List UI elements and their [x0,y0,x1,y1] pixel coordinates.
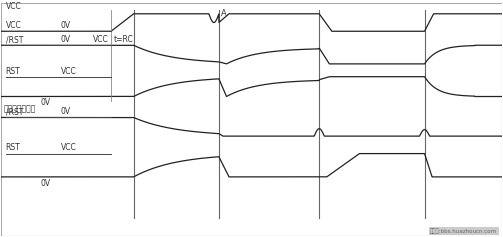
Text: RST: RST [6,143,21,152]
Text: t=RC: t=RC [114,35,133,44]
Text: RST: RST [6,67,21,76]
Text: 0V: 0V [61,35,71,44]
Text: VCC: VCC [6,2,22,11]
Text: 0V: 0V [41,98,51,107]
Text: VCC: VCC [93,35,109,44]
Text: VCC: VCC [61,143,76,152]
Text: 0V: 0V [41,179,51,188]
Text: 增加故电二极管: 增加故电二极管 [3,105,36,114]
Text: A: A [221,9,227,18]
Text: 0V: 0V [61,107,71,116]
Text: 0V: 0V [61,21,71,30]
Text: VCC: VCC [6,21,22,30]
Text: 上传于:bbs.huazhoucn.com: 上传于:bbs.huazhoucn.com [430,228,497,234]
Text: /RST: /RST [6,35,23,44]
Text: VCC: VCC [61,67,76,76]
Text: /RST: /RST [6,107,23,116]
